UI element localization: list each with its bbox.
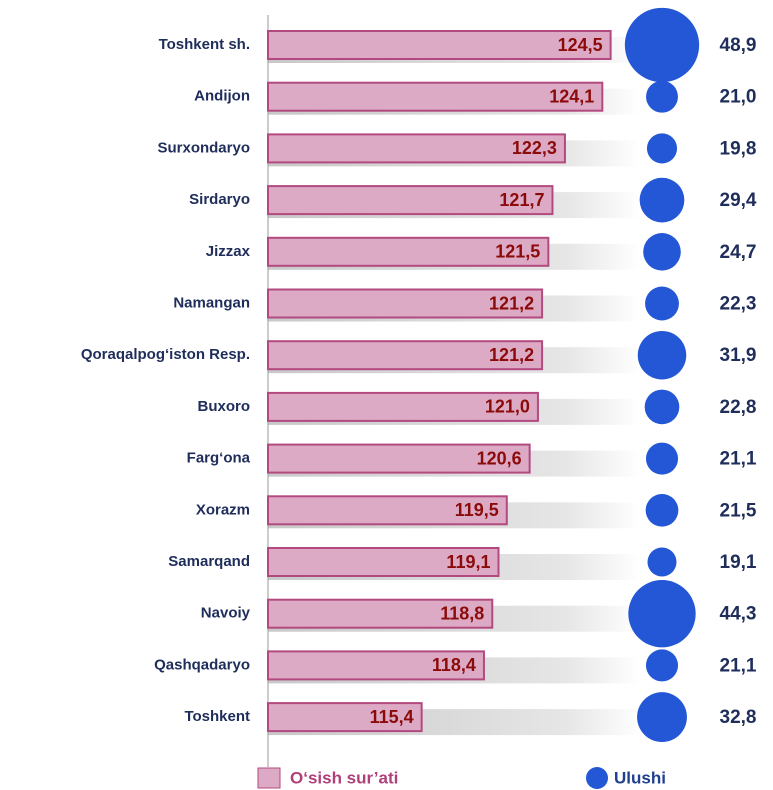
- bar: [267, 650, 485, 681]
- bar-value-label: 121,2: [489, 293, 534, 313]
- legend-label: O‘sish sur’ati: [290, 768, 398, 787]
- bar-value-label: 119,5: [455, 500, 499, 520]
- bubble: [644, 389, 680, 425]
- bubble: [639, 177, 685, 223]
- category-label: Navoiy: [201, 605, 251, 622]
- bubble: [645, 493, 679, 527]
- legend-label: Ulushi: [614, 768, 666, 787]
- bar: [267, 598, 494, 629]
- bar-value-label: 121,5: [495, 242, 540, 262]
- bubble-value-label: 21,5: [720, 500, 757, 521]
- bubble-value-label: 21,1: [720, 449, 757, 470]
- bubble: [645, 286, 679, 321]
- bar-value-label: 121,2: [489, 345, 534, 365]
- bubble: [645, 442, 679, 475]
- bubble: [624, 7, 700, 83]
- category-label: Buxoro: [198, 398, 251, 415]
- category-label: Qoraqalpog‘iston Resp.: [81, 346, 250, 363]
- bubble-value-label: 48,9: [720, 35, 757, 56]
- bar: [267, 133, 566, 164]
- bubble: [645, 649, 679, 682]
- bubble-value-label: 44,3: [720, 604, 757, 625]
- bubble: [647, 547, 677, 577]
- category-label: Toshkent sh.: [159, 36, 250, 53]
- bar: [267, 288, 544, 319]
- bar-value-label: 124,1: [549, 86, 594, 106]
- category-label: Toshkent: [184, 708, 250, 725]
- bubble-value-label: 21,0: [720, 87, 757, 108]
- bubble: [637, 330, 687, 380]
- bar-value-label: 121,7: [499, 190, 544, 210]
- category-label: Sirdaryo: [189, 191, 250, 208]
- bar-value-label: 115,4: [370, 707, 414, 727]
- bubble-value-label: 21,1: [720, 655, 757, 676]
- bar-value-label: 124,5: [558, 35, 603, 55]
- bubble: [628, 580, 696, 648]
- bar: [267, 340, 544, 371]
- bar: [267, 547, 500, 577]
- bar: [267, 30, 612, 60]
- bar: [267, 236, 550, 267]
- bar: [267, 185, 554, 216]
- bubble: [646, 133, 678, 164]
- bubble-value-label: 22,8: [720, 397, 757, 418]
- bar-value-label: 118,8: [440, 603, 484, 623]
- bar-value-label: 118,4: [432, 655, 476, 675]
- category-label: Jizzax: [206, 243, 251, 260]
- legend-swatch: [257, 767, 281, 789]
- bar: [267, 81, 604, 112]
- category-label: Qashqadaryo: [154, 656, 250, 673]
- category-label: Surxondaryo: [157, 139, 250, 156]
- bubble-value-label: 29,4: [720, 190, 757, 211]
- bubble-value-label: 22,3: [720, 294, 757, 315]
- bar-value-label: 122,3: [512, 138, 557, 158]
- bubble: [646, 80, 678, 113]
- legend-swatch: [586, 767, 608, 789]
- bubble-value-label: 19,1: [720, 552, 757, 573]
- category-label: Farg‘ona: [187, 450, 251, 467]
- bubble: [643, 233, 681, 271]
- bubble: [637, 692, 687, 743]
- category-label: Namangan: [173, 294, 250, 311]
- bar-value-label: 121,0: [485, 397, 530, 417]
- bubble-value-label: 24,7: [720, 242, 757, 263]
- bar: [267, 443, 531, 474]
- bar: [267, 391, 539, 422]
- bar-value-label: 119,1: [446, 552, 490, 572]
- bubble-value-label: 19,8: [720, 138, 757, 159]
- bar: [267, 495, 508, 526]
- bubble-value-label: 31,9: [720, 345, 757, 366]
- category-label: Xorazm: [196, 501, 250, 518]
- category-label: Samarqand: [168, 553, 250, 570]
- bar: [267, 702, 423, 733]
- bubble-value-label: 32,8: [720, 707, 757, 728]
- category-label: Andijon: [194, 88, 250, 105]
- bar-value-label: 120,6: [477, 448, 522, 468]
